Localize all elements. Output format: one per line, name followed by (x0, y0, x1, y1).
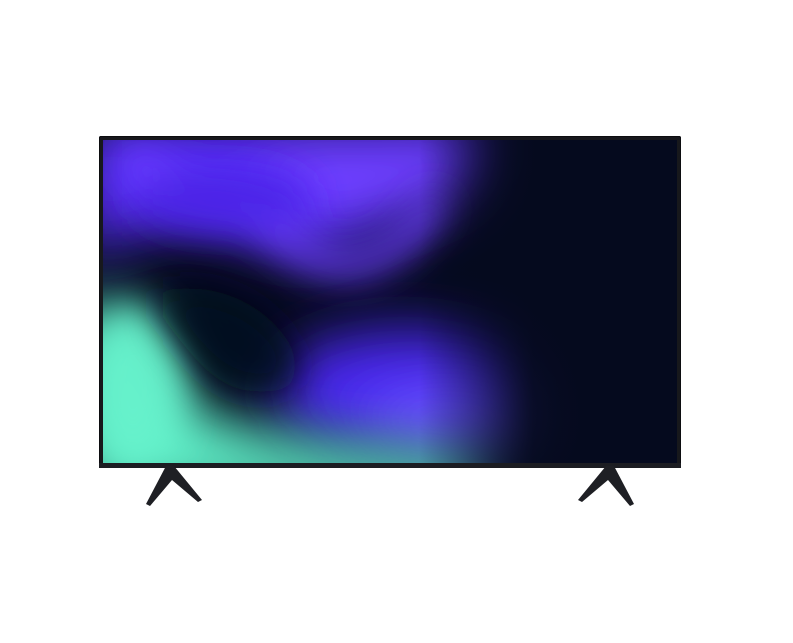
right-stand-foot (578, 466, 634, 506)
tv-bottom-bezel (99, 463, 681, 468)
tv-screen (103, 140, 677, 463)
left-stand-foot (146, 466, 202, 506)
screen-wallpaper (103, 140, 677, 463)
tv-bezel (99, 136, 681, 468)
